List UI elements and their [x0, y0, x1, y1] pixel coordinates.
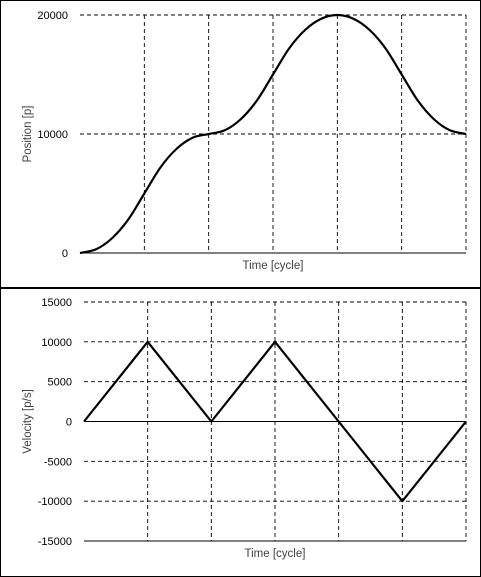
x-axis-title: Time [cycle]	[243, 260, 304, 272]
series-line	[83, 340, 467, 503]
y-tick-label: 20000	[37, 10, 68, 22]
y-tick-label: 5000	[48, 377, 72, 389]
y-tick-label: 0	[62, 248, 68, 260]
position-chart: 0 10000 20000 Time [cycle] Position [p]	[22, 10, 467, 272]
y-tick-label: 10000	[37, 129, 68, 141]
velocity-chart-panel: -15000 -10000 -5000 0 5000 10000 15000 Time [cy…	[0, 288, 481, 577]
y-axis-title: Position [p]	[22, 106, 34, 163]
y-tick-label: -5000	[44, 456, 72, 468]
y-tick-label: 0	[66, 417, 72, 429]
y-tick-label: 10000	[41, 337, 72, 349]
y-axis-title: Velocity [p/s]	[22, 389, 34, 454]
x-axis-title: Time [cycle]	[245, 548, 306, 560]
y-tick-label: -10000	[38, 496, 72, 508]
series-line	[79, 13, 467, 255]
position-chart-panel: 0 10000 20000 Time [cycle] Position [p]	[0, 0, 481, 288]
y-tick-label: 15000	[41, 297, 72, 309]
velocity-chart: -15000 -10000 -5000 0 5000 10000 15000 Time [cy…	[22, 297, 467, 560]
y-tick-label: -15000	[38, 536, 72, 548]
